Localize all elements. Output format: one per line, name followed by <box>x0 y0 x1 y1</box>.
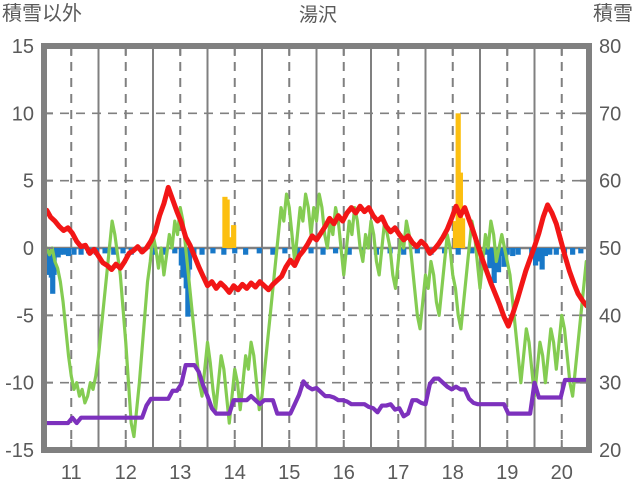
blue-bars-item <box>71 248 77 255</box>
purple-line <box>44 363 589 426</box>
data-layer <box>44 113 590 439</box>
blue-bars-item <box>491 248 497 284</box>
ytick-label-right: 20 <box>599 440 621 462</box>
blue-bars-item <box>282 248 288 254</box>
right-axis-label: 積雪 <box>593 3 633 25</box>
blue-bars-item <box>221 248 227 255</box>
blue-bars-item <box>243 248 249 255</box>
blue-bars-item <box>495 248 502 273</box>
blue-bars-item <box>536 248 542 262</box>
blue-bars-item <box>78 248 84 255</box>
blue-bars-item <box>455 248 461 255</box>
blue-bars-item <box>199 248 205 255</box>
orange-bars-item <box>226 237 232 248</box>
blue-bars-item <box>256 248 262 254</box>
blue-bars-item <box>65 248 72 257</box>
blue-bars-item <box>162 248 168 255</box>
blue-bars-item <box>172 248 178 254</box>
green-line <box>45 192 588 439</box>
ytick-label-left: -10 <box>5 373 34 395</box>
orange-bars-item <box>452 221 459 248</box>
ytick-label-right: 50 <box>599 238 621 260</box>
blue-bars-item <box>504 248 510 255</box>
ytick-label-right: 80 <box>599 36 621 58</box>
blue-bars-item <box>320 248 326 255</box>
xtick-label: 13 <box>169 462 191 484</box>
blue-bars-item <box>308 248 314 254</box>
xtick-label: 18 <box>442 462 464 484</box>
blue-bars-item <box>57 248 63 255</box>
blue-bars-item <box>570 248 576 255</box>
blue-bars-item <box>61 248 67 255</box>
blue-bars-item <box>111 248 117 255</box>
ytick-label-left: 15 <box>12 36 34 58</box>
ytick-label-right: 30 <box>599 373 621 395</box>
xtick-label: 11 <box>61 462 82 484</box>
blue-bars-item <box>547 248 553 255</box>
blue-bars-item <box>210 248 216 254</box>
xtick-label: 14 <box>224 462 246 484</box>
ytick-label-left: 0 <box>23 238 34 260</box>
orange-bars-item <box>459 218 466 248</box>
ytick-label-right: 60 <box>599 171 621 193</box>
ytick-label-left: 5 <box>23 171 34 193</box>
blue-bars-item <box>232 248 238 254</box>
blue-bars-item <box>401 248 407 255</box>
ytick-label-right: 70 <box>599 103 621 125</box>
orange-bars-item <box>224 199 230 248</box>
tick-label-layer: 15 80 10 70 5 60 0 50 -5 40 -10 30 -15 20 11 12 13 14 15 16… <box>5 36 621 484</box>
blue-bars-item <box>414 248 420 254</box>
orange-bars-item <box>231 225 237 248</box>
blue-bars-item <box>498 248 504 257</box>
blue-bars-item <box>150 248 156 255</box>
blue-bars-item <box>510 248 516 257</box>
blue-bars-item <box>346 248 352 255</box>
blue-bars-item <box>332 248 339 254</box>
blue-bars-item <box>186 248 193 270</box>
left-axis-label: 積雪以外 <box>2 3 82 25</box>
blue-bars-item <box>553 248 559 255</box>
blue-bars-item <box>515 248 521 255</box>
blue-bars-item <box>542 248 548 257</box>
xtick-label: 20 <box>551 462 573 484</box>
blue-bars-item <box>102 248 108 254</box>
blue-bars-item <box>487 248 493 269</box>
blue-bars-item <box>578 248 584 254</box>
red-line <box>44 184 590 329</box>
blue-bars-item <box>270 248 276 255</box>
ytick-label-left: -15 <box>5 440 34 462</box>
blue-bars-item <box>483 248 490 255</box>
blue-bars-item <box>469 248 475 254</box>
ytick-label-left: 10 <box>12 103 34 125</box>
blue-bars-item <box>294 248 301 255</box>
xtick-label: 15 <box>278 462 300 484</box>
xtick-label: 19 <box>496 462 518 484</box>
blue-bars-item <box>501 248 507 267</box>
blue-bars-item <box>120 248 126 254</box>
ytick-label-right: 40 <box>599 305 621 327</box>
tick-layer <box>44 46 589 450</box>
xtick-label: 12 <box>115 462 137 484</box>
xtick-label: 16 <box>333 462 355 484</box>
ytick-label-left: -5 <box>16 305 34 327</box>
xtick-label: 17 <box>387 462 409 484</box>
blue-bars-item <box>539 248 545 270</box>
blue-bars-item <box>532 248 539 266</box>
chart-title: 湯沢 <box>298 5 337 26</box>
